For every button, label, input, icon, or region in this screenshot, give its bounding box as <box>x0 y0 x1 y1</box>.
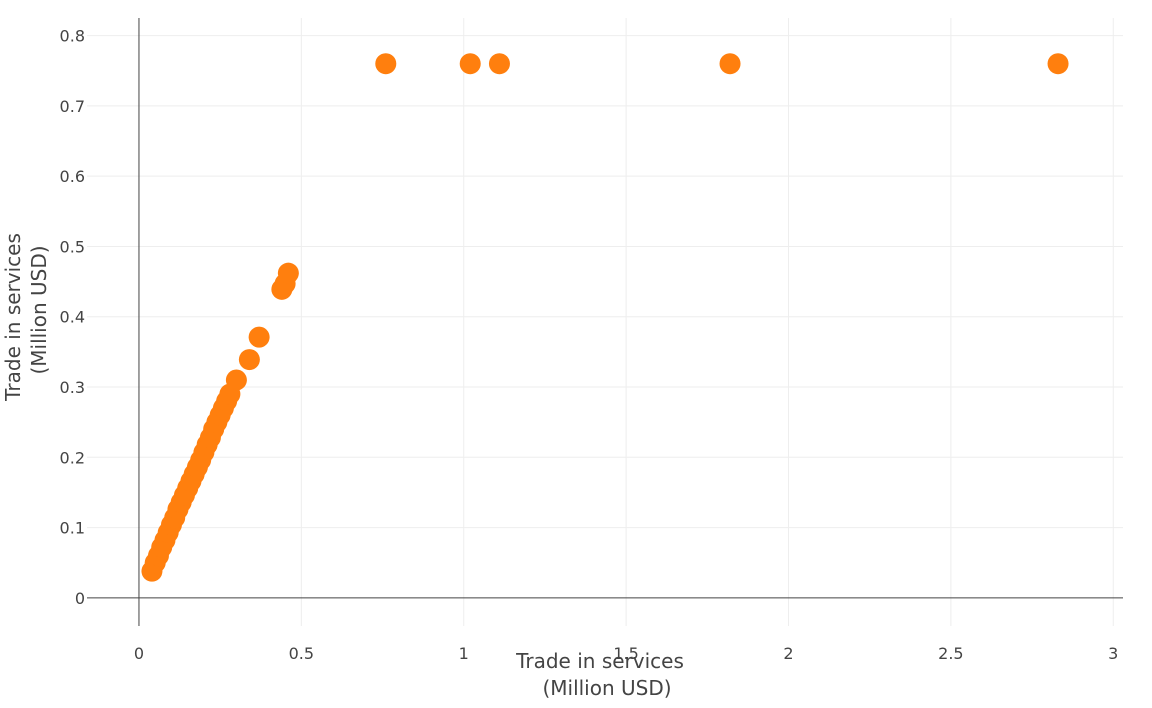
y-axis-title-line-1: Trade in services <box>1 233 25 402</box>
scatter-point[interactable] <box>375 53 397 75</box>
x-tick-label: 0.5 <box>289 644 314 663</box>
y-tick-label: 0.1 <box>60 519 85 538</box>
x-tick-label: 0 <box>134 644 144 663</box>
scatter-point[interactable] <box>1047 53 1069 75</box>
scatter-point[interactable] <box>277 262 299 284</box>
x-axis-title-line-2: (Million USD) <box>542 676 671 700</box>
plot-background <box>87 18 1123 626</box>
scatter-point[interactable] <box>488 53 510 75</box>
scatter-point[interactable] <box>719 53 741 75</box>
y-tick-label: 0.2 <box>60 448 85 467</box>
y-tick-label: 0.3 <box>60 378 85 397</box>
data-points <box>141 53 1069 582</box>
axes <box>87 18 1123 626</box>
x-tick-label: 3 <box>1108 644 1118 663</box>
x-tick-label: 1.5 <box>613 644 638 663</box>
x-tick-label: 2 <box>783 644 793 663</box>
scatter-point[interactable] <box>248 326 270 348</box>
y-tick-label: 0.6 <box>60 167 85 186</box>
y-axis-title-line-2: (Million USD) <box>27 245 51 374</box>
x-axis-title-line-1: Trade in services <box>515 649 684 673</box>
y-tick-label: 0.7 <box>60 97 85 116</box>
scatter-point[interactable] <box>225 369 247 391</box>
scatter-point[interactable] <box>459 53 481 75</box>
y-tick-label: 0.4 <box>60 308 85 327</box>
gridlines <box>87 18 1123 626</box>
x-tick-label: 2.5 <box>938 644 963 663</box>
x-tick-label: 1 <box>459 644 469 663</box>
y-tick-label: 0.8 <box>60 27 85 46</box>
y-tick-label: 0.5 <box>60 237 85 256</box>
scatter-point[interactable] <box>238 349 260 371</box>
tick-labels: 0 0.5 1 1.5 2 2.5 3 0 0.1 0.2 0.3 0.4 0.5 0.6 0.7 0.8 <box>60 27 1119 663</box>
y-tick-label: 0 <box>75 589 85 608</box>
